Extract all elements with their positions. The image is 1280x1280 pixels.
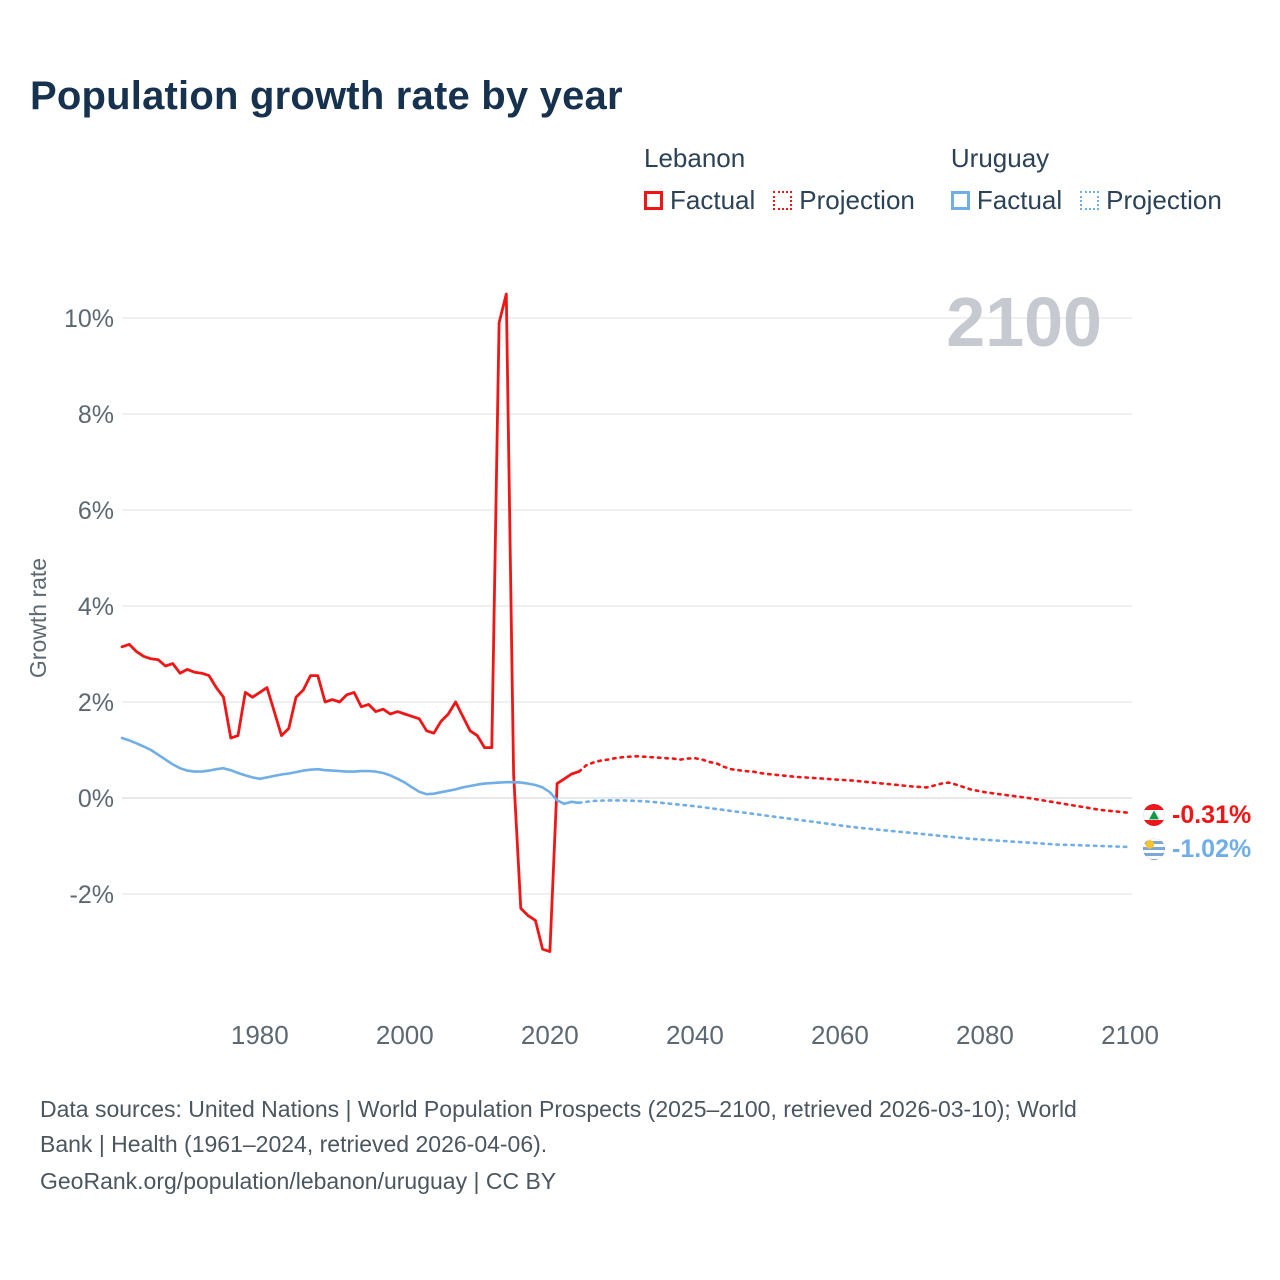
y-tick-label-4%: 4% xyxy=(78,593,114,621)
legend-items-uruguay: Factual Projection xyxy=(950,185,1222,216)
data-sources-line-1: Data sources: United Nations | World Pop… xyxy=(40,1096,1077,1122)
end-value-uruguay: -1.02% xyxy=(1143,834,1252,863)
x-tick-label-2020: 2020 xyxy=(521,1020,579,1050)
uruguay-flag-icon xyxy=(1143,838,1165,860)
x-tick-label-1980: 1980 xyxy=(231,1020,289,1050)
legend-group-uruguay: Uruguay Factual Projection xyxy=(950,143,1222,216)
lebanon-flag-icon xyxy=(1143,804,1165,826)
page-title: Population growth rate by year xyxy=(30,74,623,118)
y-tick-label-0%: 0% xyxy=(78,785,114,813)
y-tick-label--2%: -2% xyxy=(70,881,114,909)
legend-group-lebanon: Lebanon Factual Projection xyxy=(644,143,915,216)
legend-label: Projection xyxy=(1106,185,1222,215)
data-sources-line-2: Bank | Health (1961–2024, retrieved 2026… xyxy=(40,1130,548,1157)
series-line-uruguay-projection[interactable] xyxy=(577,799,1132,849)
series-line-lebanon-projection[interactable] xyxy=(577,754,1132,815)
series-line-uruguay-factual[interactable] xyxy=(120,736,581,806)
y-tick-label-8%: 8% xyxy=(78,401,114,429)
y-tick-label-10%: 10% xyxy=(64,305,114,333)
x-tick-label-2000: 2000 xyxy=(376,1020,434,1050)
y-tick-label-6%: 6% xyxy=(78,497,114,525)
lebanon-projection-swatch-icon xyxy=(773,191,793,210)
y-tick-label-2%: 2% xyxy=(78,689,114,717)
watermark-year: 2100 xyxy=(946,283,1102,361)
legend-item-lebanon-factual[interactable]: Factual xyxy=(644,185,755,216)
end-value-lebanon-text: -0.31% xyxy=(1172,800,1252,829)
legend-item-uruguay-factual[interactable]: Factual xyxy=(950,185,1063,216)
cedar-icon xyxy=(1149,810,1159,820)
legend-label: Factual xyxy=(670,185,756,215)
uruguay-projection-swatch-icon xyxy=(1080,191,1100,210)
series-line-lebanon-factual[interactable] xyxy=(120,292,581,953)
georank-link[interactable]: GeoRank.org/population/lebanon/uruguay |… xyxy=(40,1167,557,1194)
x-tick-label-2100: 2100 xyxy=(1101,1020,1159,1050)
footer: Data sources: United Nations | World Pop… xyxy=(40,1092,1230,1199)
end-value-uruguay-text: -1.02% xyxy=(1172,834,1252,863)
chart-legend: Lebanon Factual Projection Uruguay Factu… xyxy=(644,143,1222,216)
legend-item-lebanon-projection[interactable]: Projection xyxy=(773,185,915,216)
x-tick-label-2040: 2040 xyxy=(666,1020,724,1050)
legend-country-lebanon: Lebanon xyxy=(644,143,746,173)
x-tick-label-2060: 2060 xyxy=(811,1020,869,1050)
x-tick-label-2080: 2080 xyxy=(956,1020,1014,1050)
legend-country-uruguay: Uruguay xyxy=(950,143,1050,173)
end-value-lebanon: -0.31% xyxy=(1143,800,1252,829)
legend-label: Factual xyxy=(976,185,1063,215)
uruguay-factual-swatch-icon xyxy=(950,191,970,210)
legend-item-uruguay-projection[interactable]: Projection xyxy=(1080,185,1222,216)
legend-label: Projection xyxy=(799,185,915,215)
y-axis-title: Growth rate xyxy=(25,558,51,678)
legend-items-lebanon: Factual Projection xyxy=(644,185,915,216)
lebanon-factual-swatch-icon xyxy=(644,191,663,210)
